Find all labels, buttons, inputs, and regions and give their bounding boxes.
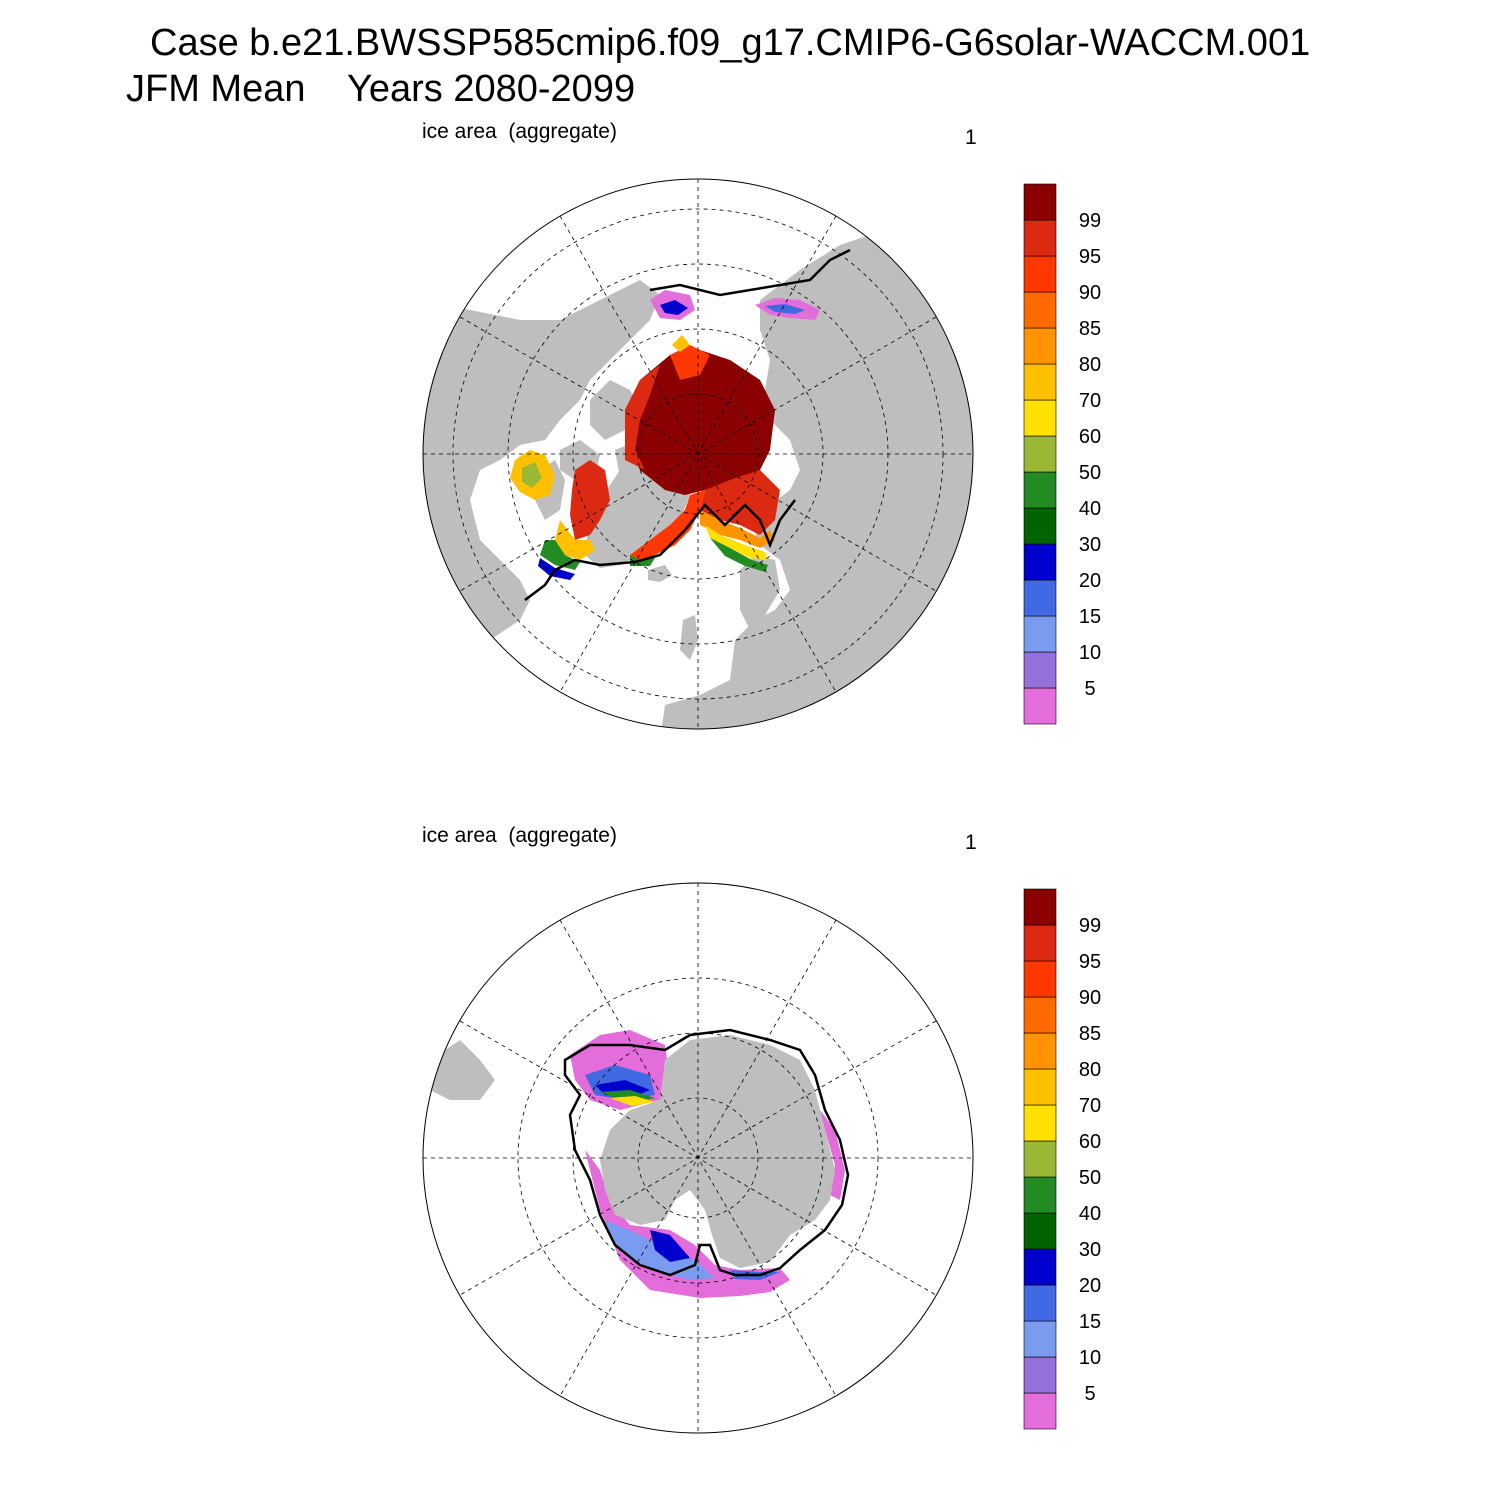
- north-colorbar-swatch: [1023, 255, 1057, 293]
- north-colorbar-label: 10: [1079, 642, 1101, 664]
- north-colorbar-swatch: [1023, 399, 1057, 437]
- south-colorbar-swatch: [1023, 1032, 1057, 1070]
- south-colorbar-swatch: [1023, 1320, 1057, 1358]
- south-colorbar-swatch: [1023, 1212, 1057, 1250]
- north-colorbar-swatch: [1023, 327, 1057, 365]
- north-colorbar: 5 10 15 20 30 40 50 60 70 80 85 90 95 99: [1023, 183, 1101, 725]
- south-colorbar-label: 5: [1084, 1383, 1095, 1405]
- north-colorbar-label: 30: [1079, 534, 1101, 556]
- north-map-border: [422, 178, 974, 730]
- south-colorbar-swatch: [1023, 1104, 1057, 1142]
- south-colorbar-label: 80: [1079, 1059, 1101, 1081]
- south-colorbar-swatch: [1023, 1140, 1057, 1178]
- south-colorbar-swatch: [1023, 924, 1057, 962]
- south-colorbar-swatch: [1023, 1248, 1057, 1286]
- south-ice-edge-contour: [563, 1028, 850, 1277]
- north-colorbar-swatch: [1023, 579, 1057, 617]
- north-ice-edge-contour: [524, 248, 851, 601]
- north-colorbar-label: 60: [1079, 426, 1101, 448]
- south-graticule: [423, 883, 973, 1433]
- south-colorbar-swatch: [1023, 1068, 1057, 1106]
- south-colorbar-swatch: [1023, 960, 1057, 998]
- south-colorbar-label: 70: [1079, 1095, 1101, 1117]
- north-colorbar-swatch: [1023, 471, 1057, 509]
- south-polar-map: [422, 882, 974, 1434]
- antarctica: [600, 1035, 835, 1268]
- north-colorbar-label: 70: [1079, 390, 1101, 412]
- north-colorbar-swatch: [1023, 363, 1057, 401]
- north-colorbar-label: 20: [1079, 570, 1101, 592]
- north-polar-map: [422, 178, 974, 730]
- north-colorbar-label: 85: [1079, 318, 1101, 340]
- north-colorbar-swatch: [1023, 219, 1057, 257]
- south-colorbar-label: 90: [1079, 987, 1101, 1009]
- south-colorbar-label: 60: [1079, 1131, 1101, 1153]
- south-colorbar-label: 10: [1079, 1347, 1101, 1369]
- south-colorbar-swatch: [1023, 1284, 1057, 1322]
- south-colorbar-swatch: [1023, 888, 1057, 926]
- north-colorbar-label: 99: [1079, 210, 1101, 232]
- north-colorbar-label: 40: [1079, 498, 1101, 520]
- south-colorbar-label: 50: [1079, 1167, 1101, 1189]
- south-colorbar-swatch: [1023, 1356, 1057, 1394]
- north-colorbar-label: 80: [1079, 354, 1101, 376]
- south-colorbar-label: 95: [1079, 951, 1101, 973]
- north-panel-number: 1: [965, 126, 977, 149]
- figure-title-line2: JFM Mean Years 2080-2099: [126, 68, 636, 110]
- north-sea-ice: [510, 290, 820, 580]
- south-colorbar-swatch: [1023, 996, 1057, 1034]
- north-colorbar-label: 5: [1084, 678, 1095, 700]
- south-colorbar-label: 85: [1079, 1023, 1101, 1045]
- south-america-tip: [430, 1040, 495, 1100]
- north-colorbar-swatch: [1023, 507, 1057, 545]
- south-colorbar-label: 20: [1079, 1275, 1101, 1297]
- north-colorbar-swatch: [1023, 435, 1057, 473]
- north-panel-variable-label: ice area (aggregate): [422, 120, 617, 143]
- north-colorbar-swatch: [1023, 183, 1057, 221]
- north-colorbar-label: 90: [1079, 282, 1101, 304]
- south-colorbar-label: 40: [1079, 1203, 1101, 1225]
- south-colorbar-label: 30: [1079, 1239, 1101, 1261]
- south-colorbar-label: 15: [1079, 1311, 1101, 1333]
- south-colorbar-swatch: [1023, 1392, 1057, 1430]
- south-panel-number: 1: [965, 831, 977, 854]
- north-colorbar-swatch: [1023, 615, 1057, 653]
- south-colorbar-label: 99: [1079, 915, 1101, 937]
- north-colorbar-label: 50: [1079, 462, 1101, 484]
- north-colorbar-swatch: [1023, 651, 1057, 689]
- north-colorbar-label: 15: [1079, 606, 1101, 628]
- south-map-border: [422, 882, 974, 1434]
- south-colorbar: 5 10 15 20 30 40 50 60 70 80 85 90 95 99: [1023, 888, 1101, 1430]
- north-colorbar-swatch: [1023, 543, 1057, 581]
- figure-title-line1: Case b.e21.BWSSP585cmip6.f09_g17.CMIP6-G…: [150, 22, 1311, 64]
- north-graticule: [423, 179, 973, 729]
- north-colorbar-swatch: [1023, 291, 1057, 329]
- north-colorbar-label: 95: [1079, 246, 1101, 268]
- south-colorbar-swatch: [1023, 1176, 1057, 1214]
- north-colorbar-swatch: [1023, 687, 1057, 725]
- south-panel-variable-label: ice area (aggregate): [422, 824, 617, 847]
